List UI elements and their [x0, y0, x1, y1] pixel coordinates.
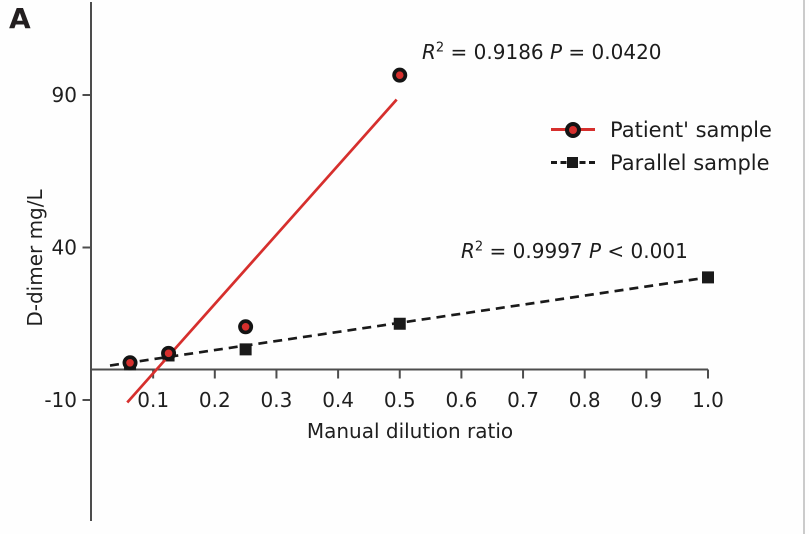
x-tick-label: 0.2: [199, 388, 231, 412]
x-tick-label: 0.3: [261, 388, 293, 412]
r2-value: = 0.9997: [483, 239, 589, 263]
x-tick-label: 0.9: [630, 388, 662, 412]
p-symbol: P: [550, 40, 563, 64]
patient-point-core: [164, 349, 173, 358]
r-symbol: R: [422, 40, 436, 64]
circle-marker-icon: [565, 121, 581, 138]
x-tick-label: 0.7: [507, 388, 539, 412]
legend-label-parallel: Parallel sample: [610, 150, 770, 175]
legend-label-patient: Patient' sample: [610, 117, 772, 142]
legend: Patient' sample Parallel sample: [551, 113, 772, 179]
parallel-r2-annotation: R2 = 0.9997 P < 0.001: [461, 239, 688, 263]
parallel-point: [239, 343, 252, 356]
panel-label: A: [9, 2, 31, 35]
y-tick-label: 40: [52, 236, 77, 260]
figure-right-border: [803, 0, 805, 534]
patient-r2-annotation: R2 = 0.9186 P = 0.0420: [422, 40, 662, 64]
square-marker-icon: [567, 157, 578, 168]
x-axis-title: Manual dilution ratio: [306, 419, 514, 443]
patient-point-core: [126, 358, 134, 367]
p-symbol: P: [589, 239, 602, 263]
y-tick-label: -10: [44, 388, 77, 412]
parallel-sample-marker-icon: [551, 153, 595, 173]
p-value: = 0.0420: [562, 40, 662, 64]
y-tick-label: 90: [52, 83, 77, 107]
r2-value: = 0.9186: [444, 40, 550, 64]
superscript-2: 2: [435, 40, 445, 56]
x-tick-label: 0.5: [384, 388, 416, 412]
parallel-point: [702, 271, 714, 284]
p-value: < 0.001: [601, 239, 688, 263]
x-tick-label: 0.4: [322, 388, 354, 412]
x-tick-label: 1.0: [692, 388, 724, 412]
parallel-fit-line: [109, 276, 709, 367]
r-symbol: R: [461, 239, 475, 263]
x-tick-label: 0.6: [445, 388, 477, 412]
parallel-point: [393, 317, 406, 330]
patient-point-core: [241, 323, 250, 331]
patient-sample-marker-icon: [551, 120, 595, 140]
legend-item-patient: Patient' sample: [551, 113, 772, 146]
superscript-2: 2: [474, 239, 484, 255]
patient-point-core: [395, 71, 404, 79]
y-axis-title: D-dimer mg/L: [23, 189, 47, 327]
legend-item-parallel: Parallel sample: [551, 146, 772, 179]
x-tick-label: 0.1: [137, 388, 169, 412]
x-tick-label: 0.8: [569, 388, 601, 412]
